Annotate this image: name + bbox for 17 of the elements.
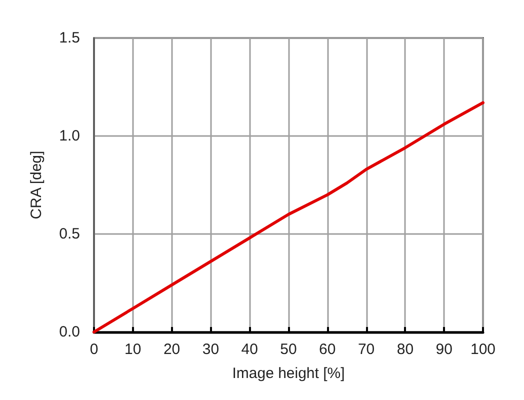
x-tick-label: 90 — [436, 341, 452, 358]
y-tick-label: 1.0 — [59, 128, 80, 144]
x-tick-label: 70 — [358, 341, 375, 358]
x-tick-label: 80 — [396, 341, 414, 358]
x-tick-label: 20 — [163, 341, 180, 358]
x-tick-label: 30 — [202, 341, 220, 358]
x-tick-label: 40 — [241, 341, 258, 358]
x-axis-title: Image height [%] — [232, 365, 345, 382]
y-axis-title: CRA [deg] — [28, 150, 45, 220]
y-tick-label: 0.0 — [59, 324, 80, 340]
x-tick-label: 60 — [319, 341, 336, 358]
x-tick-label: 50 — [280, 341, 297, 358]
x-tick-label: 100 — [470, 341, 496, 358]
y-tick-label: 0.5 — [59, 226, 80, 242]
y-tick-label: 1.5 — [59, 30, 80, 46]
x-tick-label: 10 — [124, 341, 142, 358]
x-tick-label: 0 — [90, 341, 98, 358]
